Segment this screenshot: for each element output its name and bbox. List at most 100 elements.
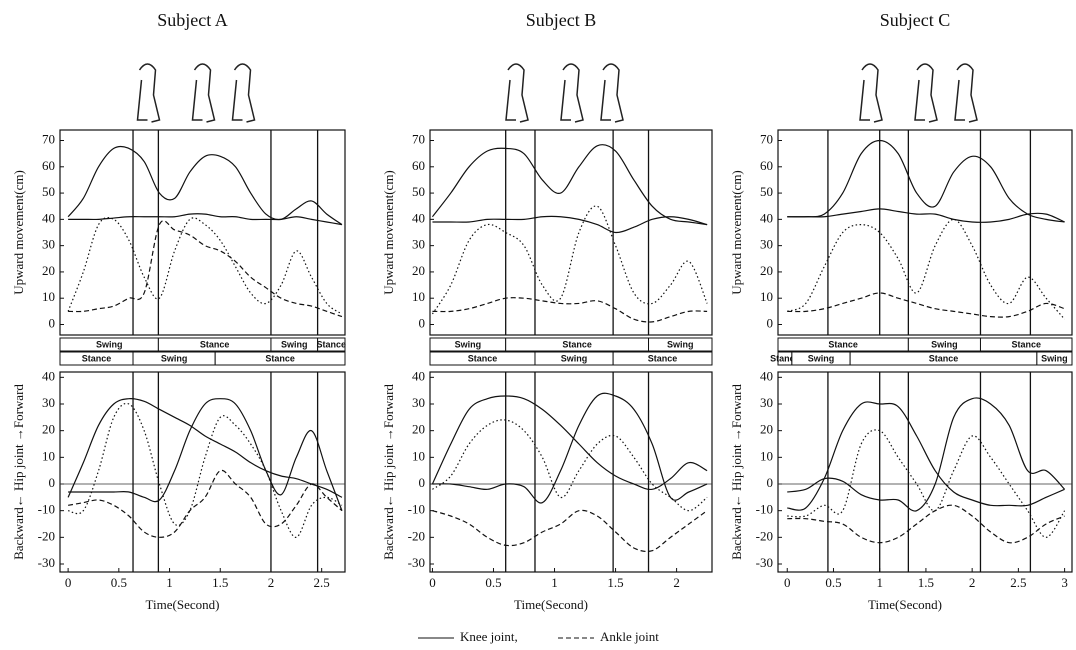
- y-tick-label: 0: [767, 315, 774, 330]
- y-tick-label: 20: [412, 263, 425, 278]
- y-tick-label: 30: [412, 395, 425, 410]
- y-tick-label: 30: [412, 237, 425, 252]
- series-line: [68, 214, 342, 225]
- phase-label: Stance: [82, 353, 112, 363]
- phase-label: Stance: [1011, 339, 1041, 349]
- y-tick-label: 70: [42, 131, 55, 146]
- chart-title: Subject A: [157, 10, 228, 30]
- x-tick-label: 2: [969, 575, 976, 590]
- x-tick-label: 1.5: [212, 575, 228, 590]
- series-line: [432, 396, 707, 489]
- y-axis-label: Upward movement(cm): [11, 170, 26, 295]
- y-tick-label: -10: [408, 502, 425, 517]
- y-tick-label: 0: [49, 315, 56, 330]
- series-line: [787, 141, 1064, 222]
- phase-label: Stance: [828, 339, 858, 349]
- y-tick-label: 20: [760, 422, 773, 437]
- legend-label: Ankle joint: [600, 629, 659, 644]
- phase-label: Swing: [667, 339, 694, 349]
- phase-label: Stance: [317, 339, 347, 349]
- figure: Subject AUpward movement(cm)010203040506…: [0, 0, 1076, 650]
- series-line: [787, 219, 1064, 319]
- y-tick-label: 0: [49, 475, 56, 490]
- phase-label: Stance: [929, 353, 959, 363]
- y-tick-label: 60: [42, 158, 55, 173]
- y-tick-label: 40: [760, 210, 773, 225]
- x-tick-label: 0: [429, 575, 436, 590]
- figure-icon: [860, 64, 882, 122]
- y-tick-label: -30: [408, 555, 425, 570]
- legend-label: Knee joint,: [460, 629, 518, 644]
- phase-label: Swing: [281, 339, 308, 349]
- y-tick-label: 0: [419, 315, 426, 330]
- chart-title: Subject C: [880, 10, 951, 30]
- figure-icon: [233, 64, 255, 122]
- plot-frame: [778, 130, 1072, 335]
- y-tick-label: 10: [412, 289, 425, 304]
- series-line: [68, 399, 342, 511]
- y-tick-label: 10: [42, 448, 55, 463]
- phase-label: Swing: [1041, 353, 1068, 363]
- series-line: [432, 206, 707, 314]
- series-line: [68, 146, 342, 224]
- plot-frame: [430, 372, 712, 572]
- y-tick-label: 10: [412, 448, 425, 463]
- phase-label: Stance: [648, 353, 678, 363]
- y-tick-label: -20: [38, 528, 55, 543]
- x-axis-label: Time(Second): [514, 597, 588, 612]
- x-tick-label: 3: [1061, 575, 1068, 590]
- y-tick-label: 70: [412, 131, 425, 146]
- y-tick-label: 10: [42, 289, 55, 304]
- series-line: [787, 402, 1064, 510]
- plot-frame: [778, 372, 1072, 572]
- y-tick-label: 40: [412, 368, 425, 383]
- figure-icon: [915, 64, 937, 122]
- series-line: [68, 403, 342, 537]
- y-axis-label: Upward movement(cm): [729, 170, 744, 295]
- figure-icon: [955, 64, 977, 122]
- series-line: [432, 420, 707, 511]
- series-line: [432, 216, 707, 232]
- y-tick-label: -30: [756, 555, 773, 570]
- y-tick-label: 50: [42, 184, 55, 199]
- y-tick-label: 40: [760, 368, 773, 383]
- y-tick-label: 20: [412, 422, 425, 437]
- series-line: [68, 218, 342, 314]
- y-tick-label: -10: [756, 502, 773, 517]
- x-tick-label: 0: [784, 575, 791, 590]
- y-axis-label: Upward movement(cm): [381, 170, 396, 295]
- y-tick-label: 40: [42, 210, 55, 225]
- x-axis-label: Time(Second): [868, 597, 942, 612]
- x-tick-label: 1: [551, 575, 558, 590]
- figure-icon: [506, 64, 528, 122]
- phase-label: Swing: [808, 353, 835, 363]
- series-line: [432, 510, 707, 551]
- phase-label: Swing: [455, 339, 482, 349]
- y-tick-label: -20: [408, 528, 425, 543]
- phase-label: Stance: [265, 353, 295, 363]
- y-tick-label: -30: [38, 555, 55, 570]
- y-tick-label: 50: [412, 184, 425, 199]
- figure-icon: [601, 64, 623, 122]
- x-tick-label: 0.5: [485, 575, 501, 590]
- y-tick-label: 10: [760, 448, 773, 463]
- series-line: [432, 393, 707, 503]
- plot-frame: [60, 372, 345, 572]
- phase-label: Swing: [161, 353, 188, 363]
- phase-label: Stance: [562, 339, 592, 349]
- series-line: [432, 145, 707, 225]
- x-tick-label: 1.5: [918, 575, 934, 590]
- y-tick-label: 30: [42, 395, 55, 410]
- y-tick-label: 60: [760, 158, 773, 173]
- x-tick-label: 0: [65, 575, 72, 590]
- x-tick-label: 0.5: [111, 575, 127, 590]
- figure-icon: [561, 64, 583, 122]
- phase-label: Swing: [561, 353, 588, 363]
- series-line: [68, 221, 342, 317]
- y-tick-label: 30: [760, 237, 773, 252]
- x-tick-label: 2: [673, 575, 680, 590]
- x-tick-label: 2.5: [314, 575, 330, 590]
- y-tick-label: 20: [42, 263, 55, 278]
- y-tick-label: -10: [38, 502, 55, 517]
- y-tick-label: -20: [756, 528, 773, 543]
